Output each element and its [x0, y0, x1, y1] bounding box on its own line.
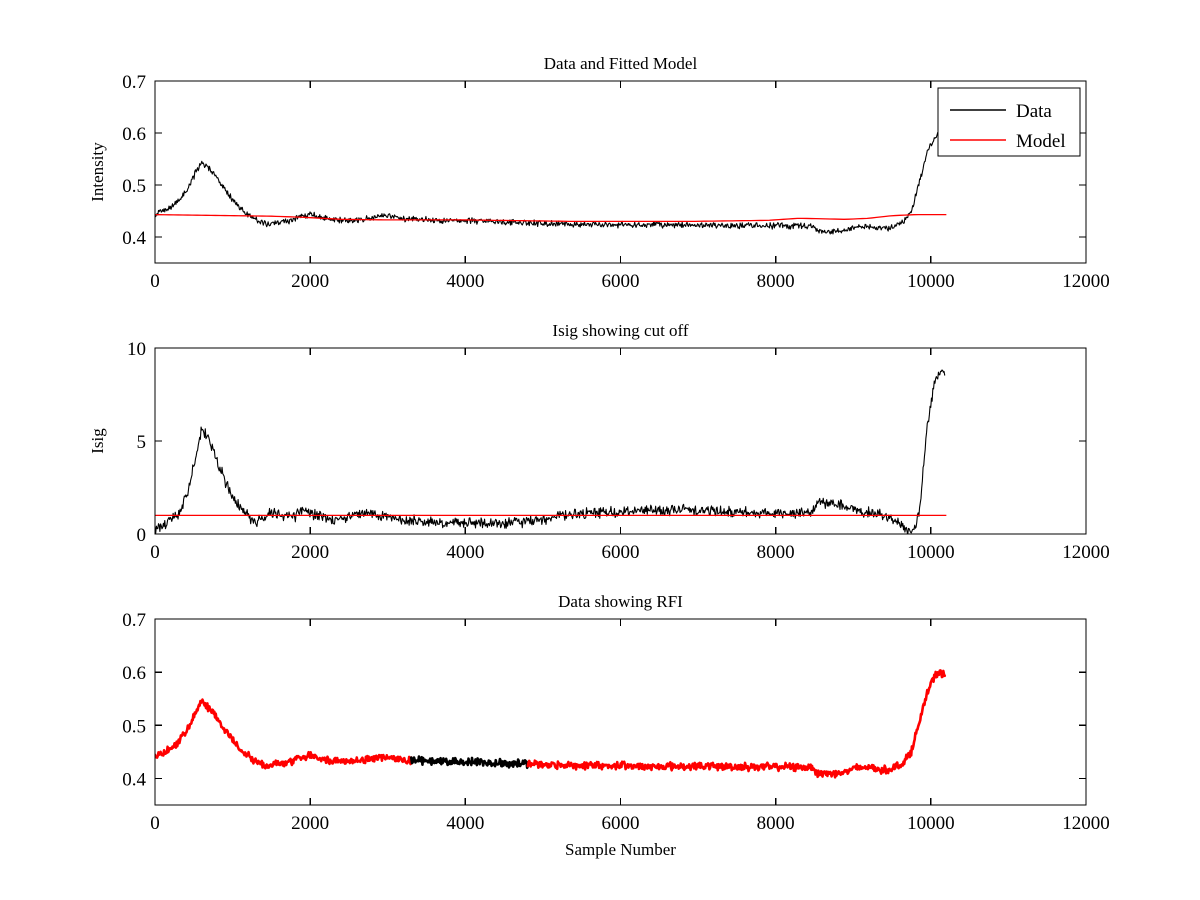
- series-rfi-segment: [155, 698, 413, 770]
- axes-box: [154, 618, 1087, 806]
- x-tick-label: 10000: [907, 813, 955, 834]
- x-tick-label: 6000: [602, 813, 640, 834]
- x-tick-label: 4000: [446, 542, 484, 563]
- x-tick-label: 12000: [1062, 271, 1110, 292]
- x-tick-label: 6000: [602, 271, 640, 292]
- series-data: [155, 131, 946, 235]
- x-tick-label: 2000: [291, 813, 329, 834]
- x-tick-label: 12000: [1062, 813, 1110, 834]
- axes-box: [154, 347, 1087, 535]
- x-tick-label: 2000: [291, 542, 329, 563]
- y-tick-label: 0.6: [122, 124, 146, 145]
- plot-area: [155, 669, 947, 779]
- series-isig: [155, 369, 946, 534]
- series-clean-segment: [409, 755, 530, 770]
- y-tick-label: 0.7: [122, 610, 146, 631]
- legend-label-model: Model: [1016, 131, 1066, 152]
- y-tick-label: 0.7: [122, 72, 146, 93]
- x-tick-label: 10000: [907, 271, 955, 292]
- panel-title: Isig showing cut off: [552, 321, 688, 340]
- legend[interactable]: Data Model: [937, 87, 1081, 157]
- x-tick-label: 8000: [757, 271, 795, 292]
- x-tick-label: 0: [150, 542, 160, 563]
- series-model: [155, 213, 947, 223]
- y-axis-label: Intensity: [88, 142, 107, 202]
- plot-area: [155, 131, 947, 235]
- x-tick-label: 4000: [446, 271, 484, 292]
- y-tick-label: 0.4: [122, 769, 146, 790]
- y-tick-label: 10: [127, 339, 146, 360]
- x-axis-label: Sample Number: [565, 840, 676, 859]
- x-tick-label: 8000: [757, 542, 795, 563]
- x-tick-label: 12000: [1062, 542, 1110, 563]
- x-tick-label: 6000: [602, 542, 640, 563]
- y-tick-label: 5: [137, 432, 147, 453]
- y-tick-label: 0.4: [122, 228, 146, 249]
- series-rfi-segment: [526, 669, 947, 779]
- x-tick-label: 8000: [757, 813, 795, 834]
- legend-box: [937, 87, 1081, 157]
- y-tick-label: 0.5: [122, 176, 146, 197]
- x-tick-label: 4000: [446, 813, 484, 834]
- plot-area: [155, 369, 947, 534]
- x-tick-label: 0: [150, 271, 160, 292]
- panel-title: Data showing RFI: [558, 592, 683, 611]
- y-tick-label: 0: [137, 525, 147, 546]
- panel-intensity: 0 2000 4000 6000 8000 10000 12000 0.4 0.5 0.6 0.7 D…: [88, 54, 1110, 292]
- x-tick-label: 2000: [291, 271, 329, 292]
- x-tick-label: 10000: [907, 542, 955, 563]
- y-tick-label: 0.5: [122, 716, 146, 737]
- x-tick-label: 0: [150, 813, 160, 834]
- y-axis-label: Isig: [88, 428, 107, 454]
- panel-rfi: 0 2000 4000 6000 8000 10000 12000 0.4 0.5 0.6 0.7 D…: [122, 592, 1110, 859]
- legend-label-data: Data: [1016, 101, 1052, 122]
- panel-title: Data and Fitted Model: [544, 54, 698, 73]
- y-tick-label: 0.6: [122, 663, 146, 684]
- panel-isig: 0 2000 4000 6000 8000 10000 12000 0 5 10 Isig show…: [88, 321, 1110, 563]
